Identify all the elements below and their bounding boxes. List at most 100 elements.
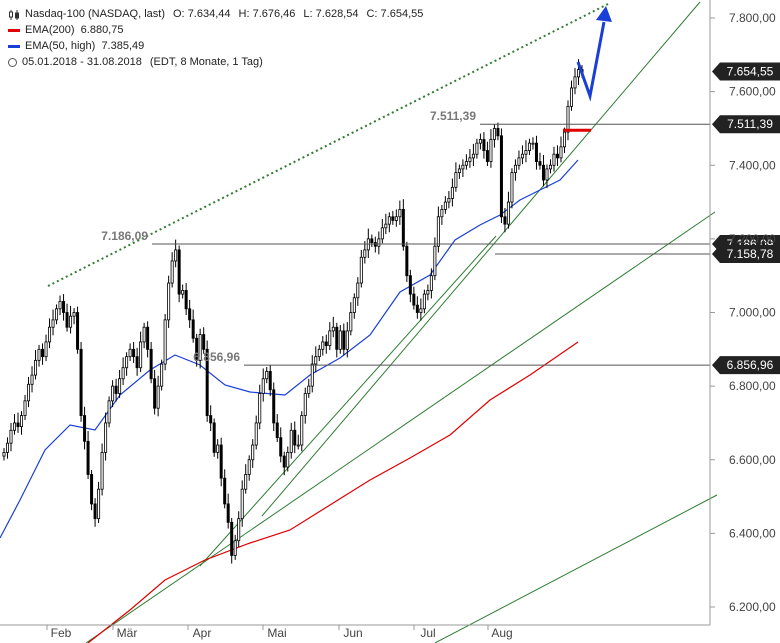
candle [30, 366, 34, 393]
candle-body [370, 238, 374, 243]
candle [317, 344, 321, 362]
candle-body [443, 201, 447, 210]
candle-body [527, 142, 531, 151]
candle-body [216, 444, 220, 453]
range-row: 05.01.2018 - 31.08.2018 (EDT, 8 Monate, … [8, 54, 423, 70]
candle-body [69, 315, 73, 328]
candle-body [562, 131, 566, 148]
candle-body [576, 69, 580, 78]
candle-body [223, 477, 227, 505]
candle-body [55, 308, 59, 321]
candle [240, 480, 244, 527]
candle-body [86, 440, 90, 475]
candle-body [100, 451, 104, 490]
candle-body [450, 186, 454, 199]
price-tag-shape [712, 62, 780, 81]
candle-body [58, 301, 62, 310]
candle-body [440, 209, 444, 218]
candle-body [258, 393, 262, 424]
candle-body [513, 164, 517, 174]
candle-body [391, 216, 395, 221]
candle [492, 124, 496, 148]
ohlc-close-value: 7.654,55 [380, 8, 424, 20]
candle [188, 299, 192, 328]
candle-body [345, 330, 349, 350]
candle-body [135, 356, 139, 369]
x-tick-label: Jun [343, 626, 362, 640]
candle-body [156, 385, 160, 409]
candle [160, 359, 164, 391]
candle [13, 414, 17, 435]
candle-body [163, 319, 167, 365]
candle-body [520, 153, 524, 159]
candle-body [489, 139, 493, 162]
candle [373, 236, 377, 253]
candle-body [16, 422, 20, 428]
y-tick-label: 7.600,00 [729, 85, 776, 99]
candle [205, 340, 209, 422]
candle-body [142, 326, 146, 343]
candle [475, 138, 479, 159]
candle-body [573, 76, 577, 89]
x-tick-label: Feb [51, 626, 72, 640]
candle-body [545, 168, 549, 181]
candle-body [244, 474, 248, 490]
candle-body [247, 459, 251, 475]
candle-body [72, 312, 76, 317]
clock-icon [8, 57, 17, 67]
instrument-row: Nasdaq-100 (NASDAQ, last) O: 7.634,44 H:… [8, 6, 423, 22]
candle-body [296, 444, 300, 447]
candle-body [83, 415, 87, 442]
candle [289, 422, 293, 459]
candle [566, 100, 570, 141]
candle [282, 451, 286, 476]
candle [2, 447, 6, 461]
candle [293, 421, 297, 454]
ohlc-low-value: 7.628,54 [315, 8, 359, 20]
candle [9, 422, 13, 452]
candle-body [314, 356, 318, 365]
candle-body [503, 216, 507, 225]
instrument-name: Nasdaq-100 (NASDAQ, last) [25, 8, 165, 20]
candle [391, 210, 395, 225]
candle [408, 269, 412, 303]
candle-body [517, 157, 521, 166]
candle [429, 268, 433, 299]
candle [219, 437, 223, 487]
candle [135, 347, 139, 376]
candle [41, 343, 45, 365]
candle [156, 375, 160, 417]
candle [125, 352, 129, 376]
candle [538, 152, 542, 170]
candle-body [531, 142, 535, 145]
x-tick-label: Mai [267, 626, 286, 640]
trend-line [199, 235, 497, 567]
candle-body [359, 256, 363, 284]
candle [517, 150, 521, 170]
candle [286, 446, 290, 472]
candle-body [380, 227, 384, 240]
candle-body [114, 385, 118, 394]
y-tick-label: 6.200,00 [729, 600, 776, 614]
ohlc-open-label: O: [173, 8, 185, 20]
candle [331, 316, 335, 338]
candle-body [548, 164, 552, 170]
ema50-value: 7.385,49 [101, 40, 145, 52]
candle-body [37, 348, 41, 361]
candle-body [496, 128, 500, 137]
candle-body [209, 415, 213, 424]
y-tick-label: 7.000,00 [729, 306, 776, 320]
candle [233, 534, 237, 560]
candle [237, 511, 241, 547]
candle-body [65, 312, 69, 328]
x-tick-label: Mär [117, 626, 138, 640]
candle-body [429, 275, 433, 291]
candle [118, 369, 122, 398]
candle [548, 159, 552, 174]
candle [562, 127, 566, 154]
ohlc-open-value: 7.634,44 [187, 8, 231, 20]
candle-body [139, 341, 143, 369]
level-label: 7.511,39 [430, 109, 476, 123]
candle-body [468, 157, 472, 162]
